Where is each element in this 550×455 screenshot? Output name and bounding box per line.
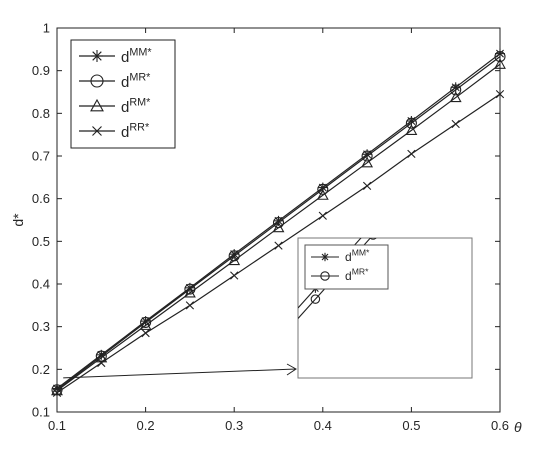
data-point: [494, 58, 506, 69]
data-point: [230, 271, 239, 280]
inset-legend-label: dMR*: [345, 267, 369, 283]
data-point: [95, 350, 107, 362]
data-point: [97, 358, 106, 368]
data-point: [361, 150, 373, 162]
data-point: [405, 117, 417, 129]
x-tick-label: 0.1: [48, 418, 66, 433]
data-point: [405, 124, 418, 135]
y-tick-label: 1: [43, 21, 50, 36]
legend-marker: [90, 98, 104, 112]
data-point: [316, 189, 329, 200]
zoom-arrow-head: [286, 363, 297, 376]
data-point: [495, 89, 505, 99]
x-tick-label: 0.2: [137, 418, 155, 433]
data-point: [272, 221, 285, 233]
inset-legend-marker: [320, 271, 330, 281]
legend-label: dRR*: [121, 121, 150, 141]
data-point: [407, 149, 416, 159]
data-point: [317, 183, 329, 195]
x-tick-label: 0.5: [402, 418, 420, 433]
y-tick-label: 0.4: [32, 277, 50, 292]
x-axis-label: θ: [514, 419, 522, 435]
legend-marker: [92, 126, 102, 136]
legend-box: [70, 39, 176, 149]
y-tick-label: 0.3: [32, 319, 50, 334]
zoom-arrow: [63, 368, 297, 379]
inset-point: [310, 294, 321, 304]
x-tick-label: 0.3: [225, 418, 243, 433]
y-tick-label: 0.9: [32, 63, 50, 78]
series-line: [56, 63, 501, 392]
y-tick-label: 0.8: [32, 106, 50, 121]
y-tick-label: 0.7: [32, 149, 50, 164]
inset-plot: dMM* dMR*: [63, 237, 473, 379]
data-point: [52, 388, 62, 397]
data-point: [494, 51, 506, 63]
inset-point: [369, 238, 377, 240]
legend-label: dMR*: [121, 71, 151, 91]
y-tick-label: 0.2: [32, 362, 50, 377]
data-point: [228, 254, 241, 266]
legend-marker: [90, 74, 104, 88]
data-point: [362, 181, 372, 191]
data-point: [139, 319, 152, 330]
data-point: [361, 156, 374, 168]
data-point: [183, 286, 196, 298]
data-point: [141, 328, 150, 338]
legend-label: dRM*: [121, 96, 151, 116]
x-tick-label: 0.4: [314, 418, 332, 433]
x-tick-label: 0.6: [491, 418, 509, 433]
y-axis-label: d*: [10, 213, 26, 227]
inset-legend-marker: [320, 252, 330, 262]
data-point: [451, 119, 460, 129]
y-tick-label: 0.6: [32, 191, 50, 206]
data-point: [95, 351, 108, 363]
legend-marker: [91, 50, 103, 62]
data-point: [450, 84, 462, 96]
legend-label: dMM*: [121, 46, 152, 66]
inset-legend-label: dMM*: [345, 248, 370, 264]
y-tick-label: 0.1: [32, 405, 50, 420]
data-point: [185, 301, 195, 310]
y-tick-label: 0.5: [32, 234, 50, 249]
data-point: [318, 211, 327, 220]
data-point: [274, 241, 283, 250]
inset-legend-box: [304, 244, 389, 290]
main-legend: dMM* dMR* dRM* dRR*: [70, 39, 176, 149]
data-point: [449, 91, 462, 103]
